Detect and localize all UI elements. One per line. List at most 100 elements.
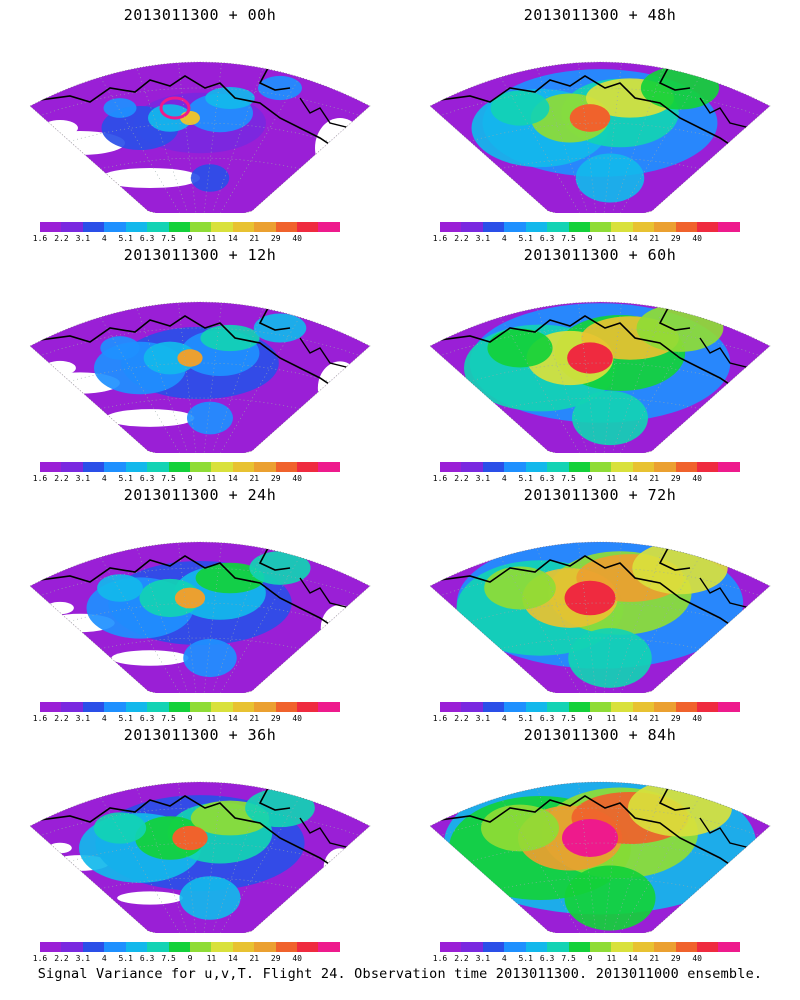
colorbar-label: 14 [228,954,238,963]
variance-region [100,336,140,360]
colorbar-swatch [504,702,526,712]
colorbar-label: 21 [649,954,660,963]
colorbar-swatch [147,222,169,232]
colorbar-label: 14 [628,714,638,723]
colorbar-labels: 1.6 2.2 3.1 4 5.1 6.3 7.5 9 11 14 21 29 40 [433,954,740,964]
colorbar-swatch [632,222,655,232]
colorbar-label: 1.6 [32,954,48,963]
colorbar-swatch [189,462,212,472]
colorbar-label: 11 [606,714,617,723]
colorbar-swatch [697,942,719,952]
colorbar-swatch [168,462,190,472]
variance-region [183,638,237,678]
colorbar-swatch [440,942,462,952]
colorbar-label: 6.3 [139,954,155,963]
colorbar-swatch [211,222,233,232]
variance-region [640,66,720,110]
colorbar-swatch [654,942,676,952]
variance-peak [172,825,208,851]
colorbar-label: 4 [101,714,107,723]
colorbar-labels: 1.6 2.2 3.1 4 5.1 6.3 7.5 9 11 14 21 29 40 [33,234,340,244]
variance-region [253,313,307,343]
colorbar-label: 29 [670,954,681,963]
colorbar-label: 3.1 [75,954,91,963]
colorbar-label: 2.2 [454,474,469,483]
colorbar-label: 9 [587,714,593,723]
parallel-line [30,842,370,879]
colorbar-swatch [568,702,590,712]
colorbar-label: 6.3 [539,714,555,723]
variance-region [636,304,724,352]
meridian-line [599,542,629,693]
variance-peak [174,587,206,609]
colorbar-swatch [697,462,719,472]
colorbar-swatch [40,702,62,712]
colorbar-label: 14 [228,474,238,483]
panel-title: 2013011300 + 24h [123,486,277,504]
colorbar-label: 3.1 [475,714,491,723]
colorbar-label: 3.1 [475,474,491,483]
coastline [39,795,366,899]
colorbar-swatch [525,702,548,712]
colorbar-swatch [147,462,169,472]
colorbar-swatch [654,222,676,232]
colorbar-label: 3.1 [75,234,91,243]
colorbar-swatch [525,222,548,232]
colorbar-swatch [40,222,62,232]
parallel-line [30,87,370,124]
colorbar-swatch [461,462,483,472]
variance-map [29,781,371,933]
parallel-line [430,157,770,194]
meridian-line [171,542,201,693]
colorbar-swatch [568,222,590,232]
meridian-line [199,782,229,933]
variance-region [258,75,302,101]
colorbar-label: 14 [628,474,638,483]
variance-peak [180,111,200,125]
colorbar-label: 3.1 [75,714,91,723]
colorbar-swatch [675,942,698,952]
colorbar-swatch [589,462,612,472]
colorbar-swatch [82,702,105,712]
colorbar-label: 2.2 [54,714,69,723]
colorbar-swatch [211,702,233,712]
colorbar-swatch [211,942,233,952]
colorbar-swatch [211,462,233,472]
coastline [439,75,766,179]
colorbar-swatch [697,222,719,232]
coastline [39,315,366,419]
no-data-area [317,361,363,415]
parallel-line [30,157,370,194]
coastline [609,302,691,331]
colorbar-label: 4 [501,714,507,723]
colorbar-labels: 1.6 2.2 3.1 4 5.1 6.3 7.5 9 11 14 21 29 40 [433,474,740,484]
colorbar-label: 11 [206,954,217,963]
variance-region [103,98,137,118]
colorbar-label: 40 [292,714,302,723]
colorbar-label: 1.6 [432,234,448,243]
colorbar-label: 1.6 [32,474,48,483]
colorbar-swatch [611,702,633,712]
colorbar-label: 1.6 [432,474,448,483]
variance-peak [567,342,613,374]
colorbar-swatch [675,222,698,232]
map-panel: 2013011300 + 84h 1.6 2.2 3.1 4 5.1 6.3 7.5 9 11 14… [400,720,800,963]
no-data-area [105,409,195,427]
parallel-line [430,327,770,364]
colorbar-label: 40 [692,234,702,243]
colorbar-swatch [254,462,276,472]
colorbar-swatch [718,702,740,712]
colorbar-swatch [547,222,569,232]
colorbar-label: 14 [628,234,638,243]
colorbar-label: 2.2 [54,954,69,963]
colorbar-label: 5.1 [518,714,533,723]
colorbar-swatch [589,942,612,952]
coastline [439,555,766,659]
parallel-line [30,602,370,639]
colorbar-swatch [589,222,612,232]
variance-region [179,876,241,920]
colorbar-swatch [547,942,569,952]
colorbar [40,462,340,472]
colorbar-label: 6.3 [539,474,555,483]
colorbar-label: 29 [670,234,681,243]
